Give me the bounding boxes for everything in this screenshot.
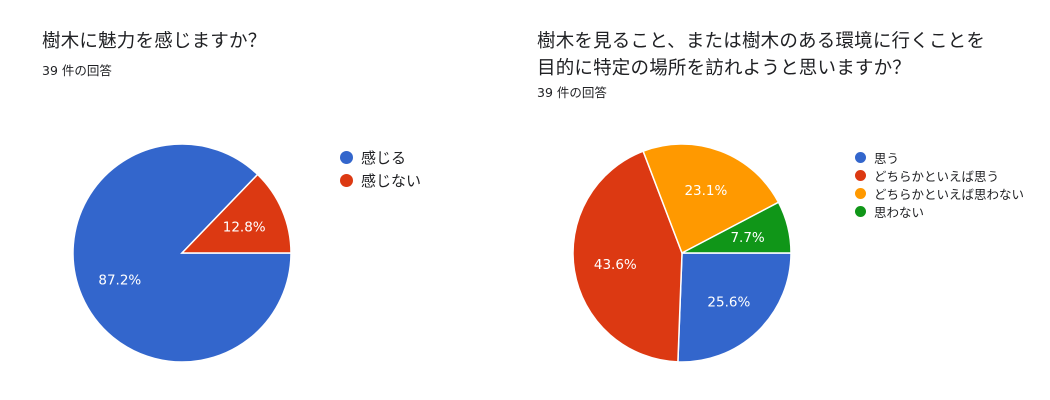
chart-legend: 感じる 感じない: [340, 146, 421, 192]
chart-panel-attraction: 樹木に魅力を感じますか？ 39 件の回答 87.2% 12.8% 感じる 感じない: [0, 0, 520, 400]
slice-value-label: 43.6%: [594, 257, 637, 273]
slice-value-label: 23.1%: [684, 183, 727, 199]
chart-panel-visit-intent: 樹木を見ること、または樹木のある環境に行くことを 目的に特定の場所を訪れようと思…: [525, 0, 1050, 400]
response-count: 39 件の回答: [537, 85, 607, 100]
pie-slice[interactable]: [642, 143, 780, 255]
legend-label: どちらかといえば思う: [874, 168, 1000, 184]
legend-item[interactable]: どちらかといえば思う: [855, 166, 1024, 184]
slice-value-label: 87.2%: [98, 272, 141, 288]
legend-item[interactable]: どちらかといえば思わない: [855, 184, 1024, 202]
pie-slice[interactable]: [572, 150, 683, 363]
legend-swatch: [340, 151, 353, 164]
legend-item[interactable]: 思う: [855, 148, 1024, 166]
chart-title-line: 目的に特定の場所を訪れようと思いますか？: [537, 58, 912, 79]
legend-label: 思わない: [874, 204, 925, 220]
legend-swatch: [855, 205, 866, 217]
pie-chart: 87.2% 12.8%: [72, 143, 292, 363]
legend-item[interactable]: 思わない: [855, 202, 1024, 220]
legend-item[interactable]: 感じない: [340, 169, 421, 192]
legend-swatch: [855, 187, 866, 199]
response-count: 39 件の回答: [42, 63, 112, 78]
legend-label: 感じる: [361, 149, 407, 167]
pie-slice[interactable]: [180, 173, 292, 254]
slice-value-label: 25.6%: [707, 295, 750, 311]
chart-legend: 思う どちらかといえば思う どちらかといえば思わない 思わない: [855, 148, 1024, 220]
legend-label: 感じない: [361, 172, 422, 190]
pie-slice[interactable]: [681, 201, 792, 254]
legend-swatch: [855, 151, 866, 163]
legend-item[interactable]: 感じる: [340, 146, 421, 169]
chart-title-line: 樹木を見ること、または樹木のある環境に行くことを: [537, 31, 986, 52]
chart-title: 樹木に魅力を感じますか？: [42, 31, 267, 52]
chart-title: 樹木を見ること、または樹木のある環境に行くことを 目的に特定の場所を訪れようと思…: [537, 28, 985, 82]
pie-chart: 25.6% 43.6% 23.1% 7.7%: [572, 143, 792, 363]
legend-label: 思う: [874, 150, 900, 166]
pie-slice[interactable]: [677, 252, 792, 363]
slice-value-label: 7.7%: [730, 230, 764, 246]
slice-value-label: 12.8%: [223, 220, 266, 236]
legend-swatch: [855, 169, 866, 181]
legend-swatch: [340, 174, 353, 187]
legend-label: どちらかといえば思わない: [874, 186, 1025, 202]
